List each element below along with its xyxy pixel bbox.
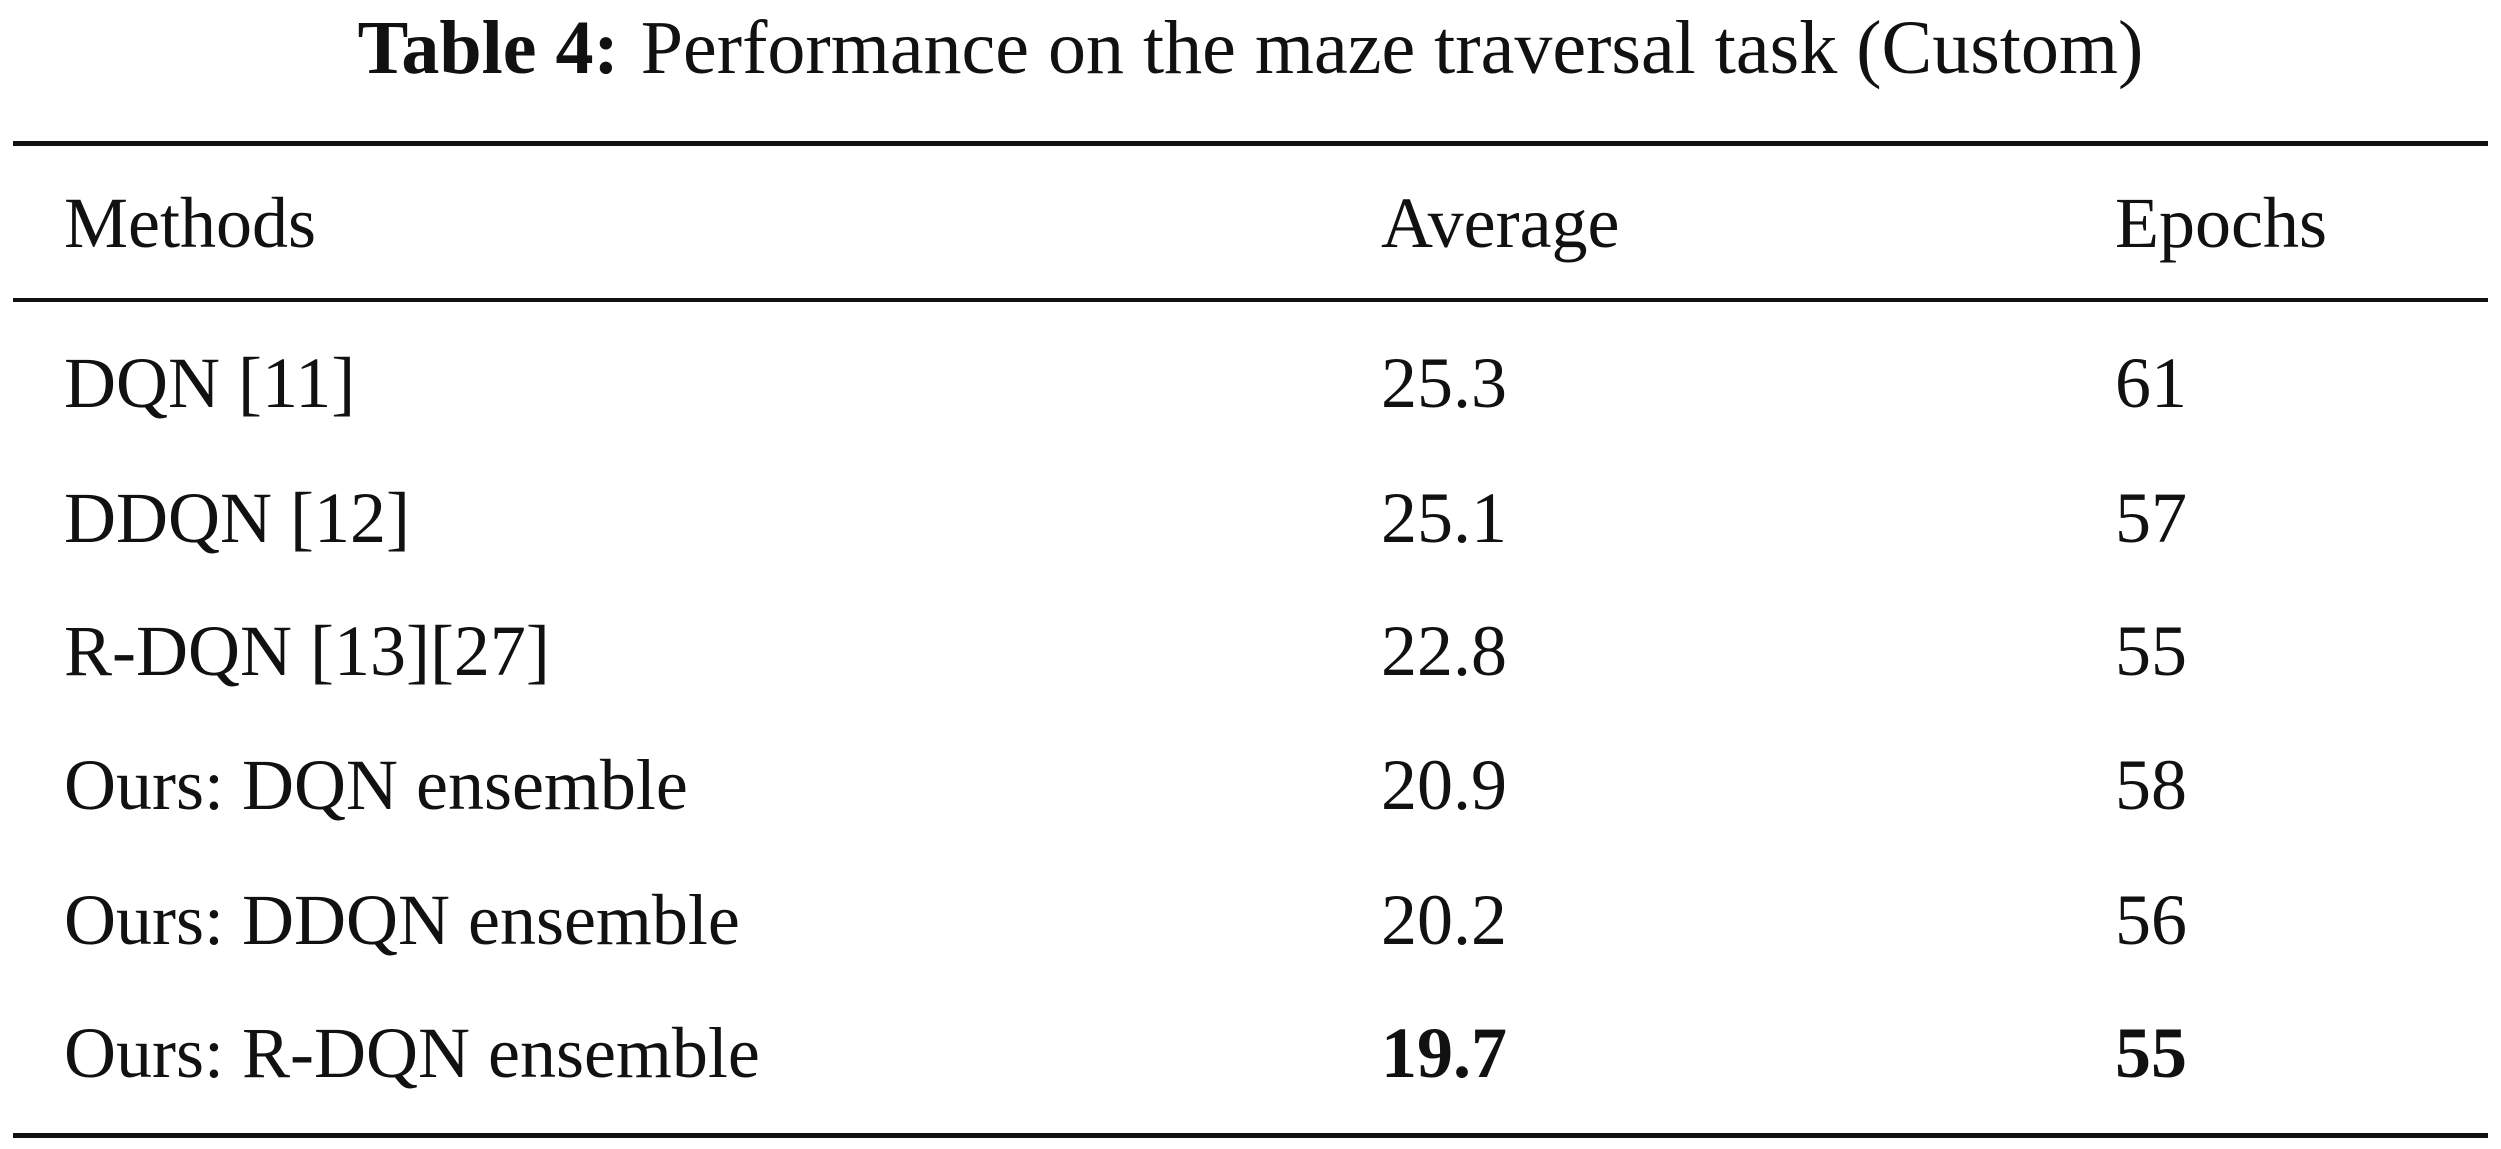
method-cell: Ours: DQN ensemble xyxy=(64,745,688,825)
method-cell: Ours: R-DQN ensemble xyxy=(64,1013,760,1093)
value-cell: 61 xyxy=(2115,343,2187,423)
caption-text: Performance on the maze traversal task (… xyxy=(640,6,2144,90)
value-cell: 57 xyxy=(2115,478,2187,558)
value-cell: 56 xyxy=(2115,880,2187,960)
method-cell: R-DQN [13][27] xyxy=(64,611,550,691)
header-cell: Average xyxy=(1381,183,1620,263)
caption-label: Table 4: xyxy=(357,6,619,90)
value-cell: 20.2 xyxy=(1381,880,1507,960)
value-cell: 55 xyxy=(2115,1013,2187,1093)
header-rule xyxy=(13,298,2488,302)
value-cell: 19.7 xyxy=(1381,1013,1507,1093)
bottom-rule xyxy=(13,1133,2488,1138)
method-cell: Ours: DDQN ensemble xyxy=(64,880,740,960)
top-rule xyxy=(13,141,2488,146)
value-cell: 22.8 xyxy=(1381,611,1507,691)
header-cell: Epochs xyxy=(2115,183,2327,263)
value-cell: 55 xyxy=(2115,611,2187,691)
value-cell: 25.1 xyxy=(1381,478,1507,558)
method-cell: DDQN [12] xyxy=(64,478,410,558)
value-cell: 58 xyxy=(2115,745,2187,825)
value-cell: 25.3 xyxy=(1381,343,1507,423)
value-cell: 20.9 xyxy=(1381,745,1507,825)
header-cell: Methods xyxy=(64,183,316,263)
method-cell: DQN [11] xyxy=(64,343,356,423)
table-caption: Table 4: Performance on the maze traversa… xyxy=(0,10,2501,86)
